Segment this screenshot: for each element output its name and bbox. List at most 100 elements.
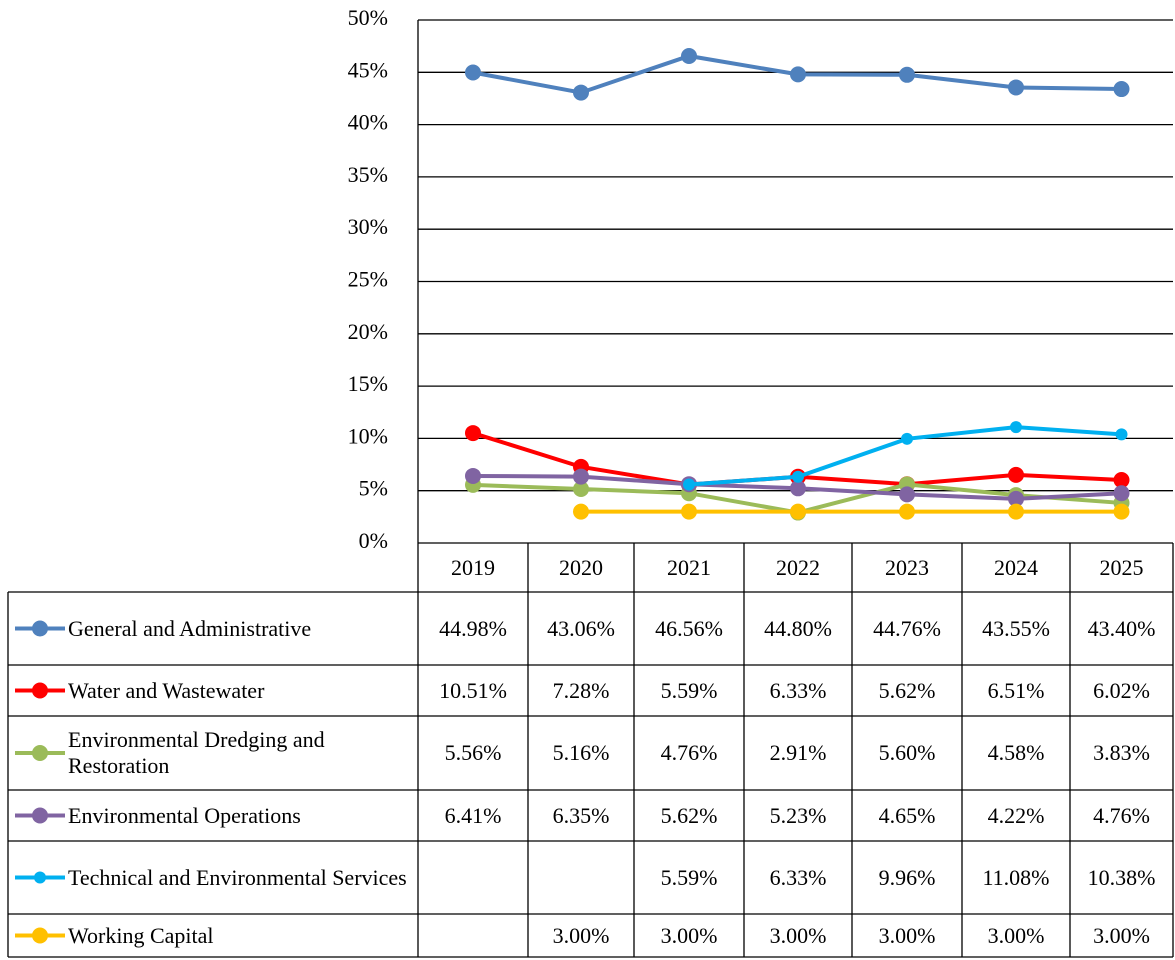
y-tick-label: 5% (359, 476, 388, 501)
table-value: 3.00% (878, 922, 936, 948)
legend-label: Technical and Environmental Services (68, 864, 407, 890)
y-tick-label: 15% (348, 371, 388, 396)
table-value: 7.28% (552, 677, 610, 703)
table-value: 5.59% (660, 864, 718, 890)
table-value: 43.06% (547, 615, 615, 641)
legend-key-marker (32, 745, 48, 761)
marker (1113, 81, 1130, 98)
table-value: 11.08% (982, 864, 1050, 890)
table-value: 3.00% (769, 922, 827, 948)
legend-label: Working Capital (68, 922, 214, 948)
y-tick-label: 40% (348, 110, 388, 135)
legend-key-marker (34, 871, 46, 884)
table-value: 44.98% (439, 615, 507, 641)
table-value: 3.00% (1093, 922, 1150, 948)
table-value: 9.96% (878, 864, 936, 890)
y-tick-label: 35% (348, 162, 388, 187)
x-tick-label: 2024 (994, 554, 1038, 580)
marker (1008, 503, 1024, 520)
table-value: 5.23% (769, 802, 827, 828)
table-value: 5.60% (878, 740, 936, 765)
marker (790, 66, 806, 83)
marker (792, 470, 804, 483)
table-value: 3.00% (552, 922, 610, 948)
marker (1010, 421, 1022, 434)
y-tick-label: 50% (348, 5, 388, 30)
x-tick-label: 2023 (885, 554, 929, 580)
marker (573, 468, 589, 485)
marker (899, 66, 915, 83)
legend-label: General and Administrative (68, 615, 312, 641)
y-tick-label: 45% (348, 57, 388, 82)
marker (1113, 503, 1130, 520)
table-value: 5.62% (660, 802, 718, 828)
table-value: 44.80% (764, 615, 832, 641)
table-value (418, 841, 528, 914)
y-tick-label: 30% (348, 214, 388, 239)
table-value: 43.55% (982, 615, 1050, 641)
marker (790, 503, 806, 520)
x-tick-label: 2020 (559, 554, 603, 580)
marker (1008, 466, 1024, 483)
table-value: 44.76% (873, 615, 941, 641)
y-tick-label: 20% (348, 319, 388, 344)
legend-key-marker (32, 807, 48, 824)
table-value: 6.33% (769, 677, 827, 703)
marker (1113, 485, 1130, 502)
marker (465, 425, 481, 442)
marker (683, 478, 695, 491)
marker (1115, 428, 1128, 441)
marker (899, 486, 915, 503)
table-value: 5.16% (552, 740, 610, 765)
marker (681, 503, 697, 520)
legend-label: Water and Wastewater (68, 677, 265, 703)
legend-key-marker (32, 682, 48, 699)
table-value: 4.76% (1093, 802, 1150, 828)
marker (573, 503, 589, 520)
legend-key-marker (32, 620, 48, 637)
table-value: 5.62% (878, 677, 936, 703)
table-value: 46.56% (655, 615, 723, 641)
legend-label: Environmental Dredging and Restoration (68, 727, 325, 778)
x-tick-label: 2025 (1099, 554, 1144, 580)
table-value: 10.38% (1087, 864, 1156, 890)
y-tick-label: 10% (348, 423, 388, 448)
x-tick-label: 2022 (776, 554, 820, 580)
x-tick-label: 2019 (451, 554, 495, 580)
marker (465, 467, 481, 484)
table-value: 5.56% (444, 740, 502, 765)
table-value: 6.41% (444, 802, 502, 828)
marker (465, 64, 481, 81)
table-value: 6.33% (769, 864, 827, 890)
table-value: 3.83% (1093, 740, 1150, 765)
legend-key-marker (32, 927, 48, 944)
table-value: 3.00% (987, 922, 1045, 948)
marker (1113, 472, 1130, 489)
marker (1008, 79, 1024, 96)
table-value: 43.40% (1087, 615, 1156, 641)
table-value: 4.76% (660, 740, 718, 765)
table-value: 3.00% (660, 922, 718, 948)
table-value: 4.22% (987, 802, 1045, 828)
table-value: 5.59% (660, 677, 718, 703)
y-tick-label: 0% (359, 528, 388, 553)
table-value (418, 914, 528, 957)
table-value: 10.51% (439, 677, 507, 703)
marker (899, 503, 915, 520)
table-value: 6.51% (987, 677, 1045, 703)
marker (901, 432, 913, 445)
table-value: 2.91% (769, 740, 827, 765)
legend-label: Environmental Operations (68, 802, 301, 828)
marker (681, 47, 697, 64)
table-value: 4.65% (878, 802, 936, 828)
table-value: 6.35% (552, 802, 610, 828)
marker (573, 481, 589, 498)
marker (790, 480, 806, 497)
marker (1008, 490, 1024, 507)
table-value: 6.02% (1093, 677, 1150, 703)
table-value: 4.58% (987, 740, 1045, 765)
marker (573, 84, 589, 101)
y-tick-label: 25% (348, 267, 388, 292)
